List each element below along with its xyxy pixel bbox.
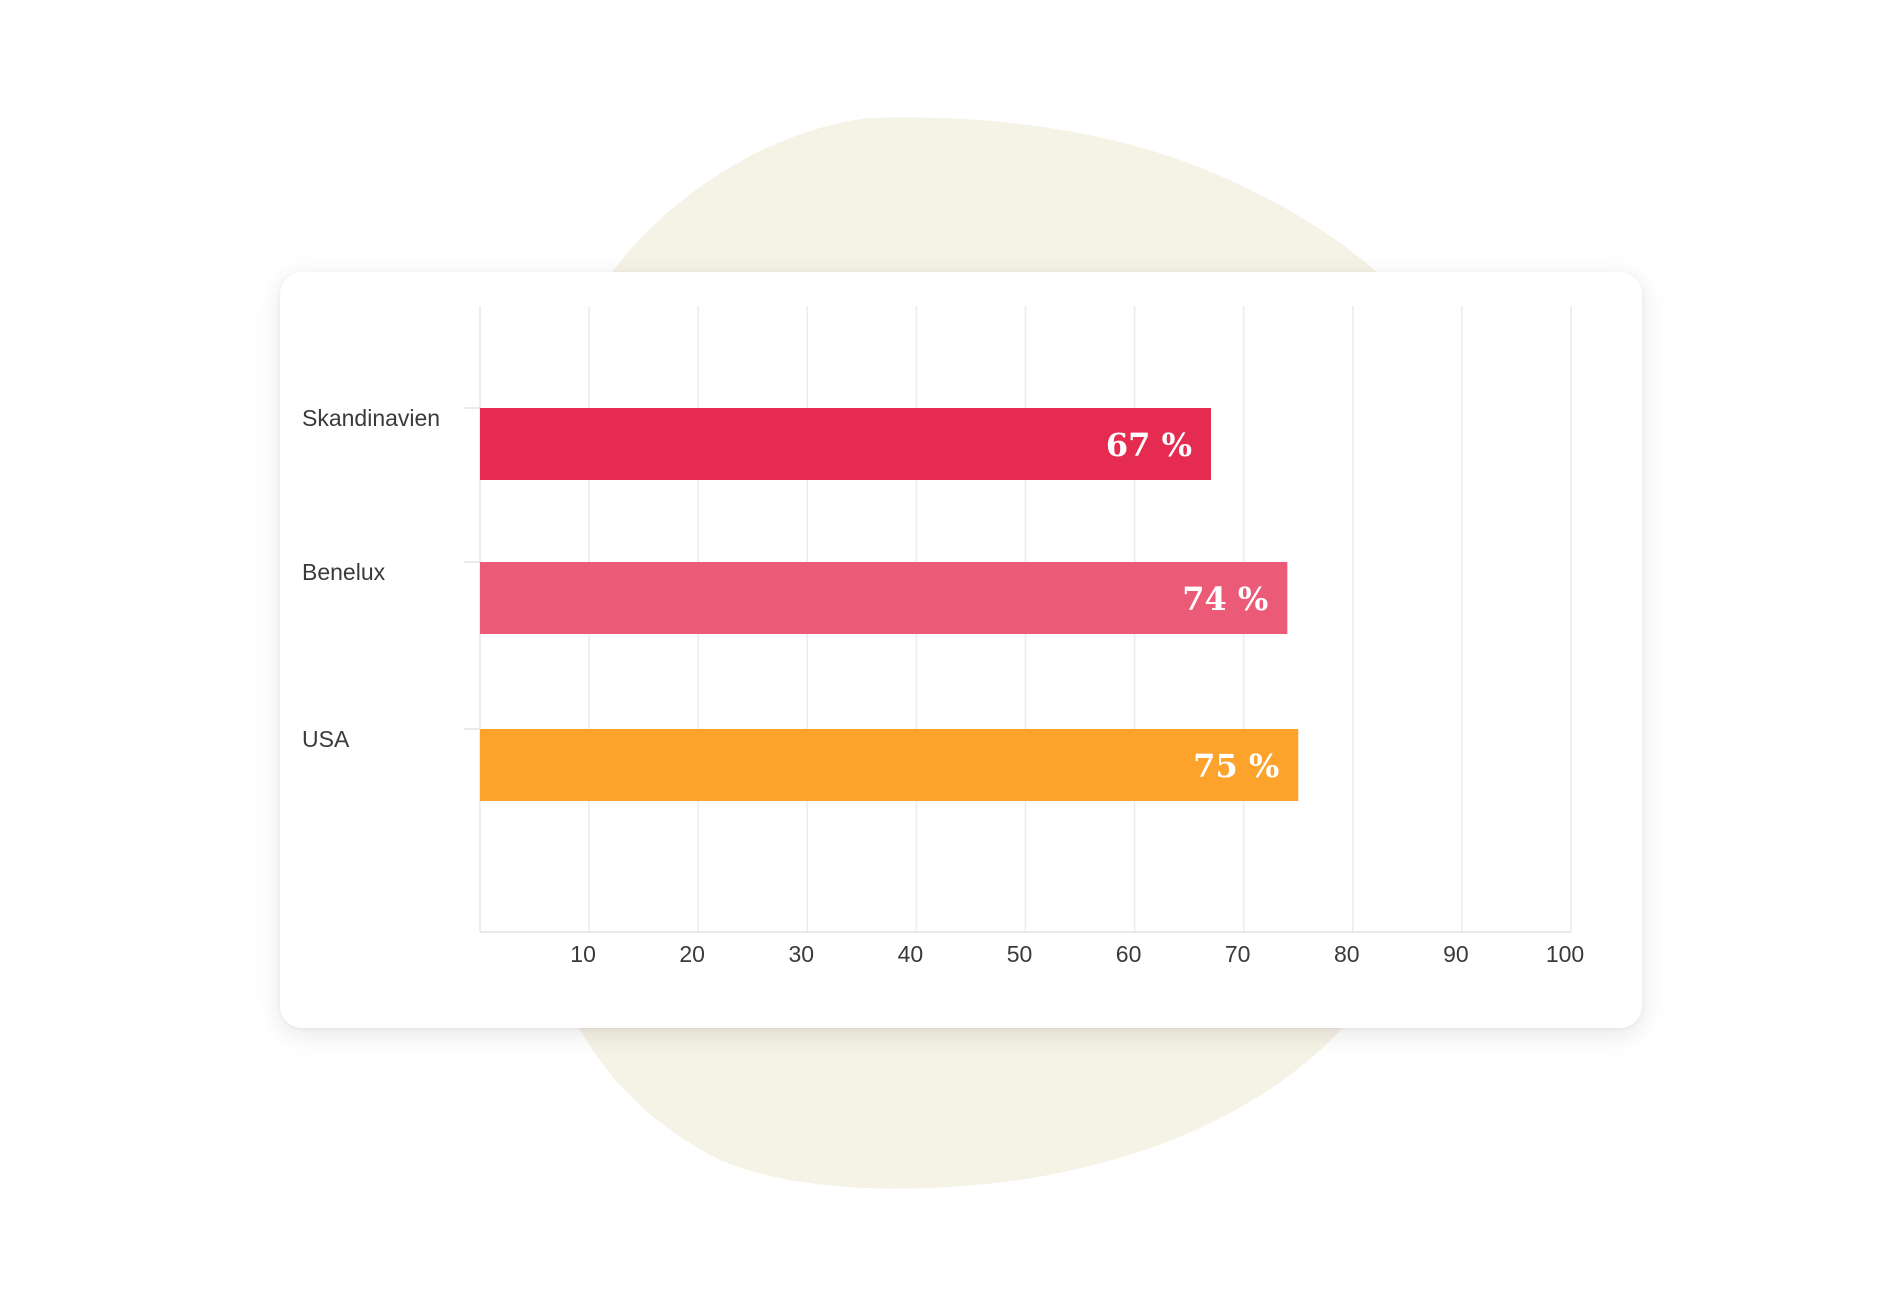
x-tick-label-80: 80 bbox=[1334, 941, 1360, 967]
x-tick-label-60: 60 bbox=[1116, 941, 1142, 967]
bar-skandinavien bbox=[480, 408, 1211, 480]
x-axis-ticks: 10 20 30 40 50 60 70 80 90 100 bbox=[570, 941, 1584, 967]
category-label-skandinavien: Skandinavien bbox=[302, 405, 440, 431]
x-tick-label-40: 40 bbox=[898, 941, 924, 967]
bars: 67 % 74 % 75 % bbox=[464, 407, 1299, 801]
bar-value-label-skandinavien: 67 % bbox=[1106, 426, 1192, 464]
x-tick-label-20: 20 bbox=[679, 941, 705, 967]
x-tick-label-70: 70 bbox=[1225, 941, 1251, 967]
bar-benelux bbox=[480, 562, 1288, 634]
x-tick-label-50: 50 bbox=[1007, 941, 1033, 967]
bar-usa bbox=[480, 729, 1299, 801]
category-label-benelux: Benelux bbox=[302, 559, 386, 585]
chart-card bbox=[280, 272, 1642, 1028]
category-label-usa: USA bbox=[302, 726, 350, 752]
bar-value-label-usa: 75 % bbox=[1193, 747, 1279, 785]
x-tick-label-10: 10 bbox=[570, 941, 596, 967]
x-tick-label-90: 90 bbox=[1443, 941, 1469, 967]
bar-value-label-benelux: 74 % bbox=[1182, 580, 1268, 618]
x-tick-label-30: 30 bbox=[789, 941, 815, 967]
category-labels: Skandinavien Benelux USA bbox=[302, 405, 440, 752]
x-tick-label-100: 100 bbox=[1546, 941, 1584, 967]
